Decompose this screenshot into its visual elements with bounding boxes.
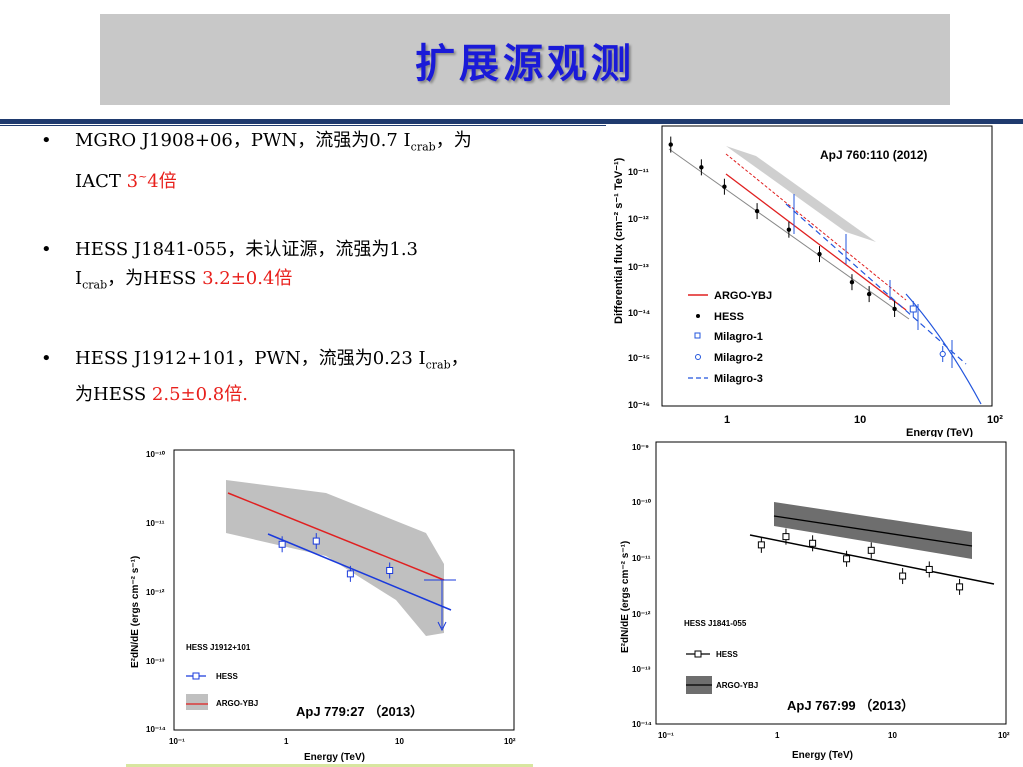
f1-ytick: 10⁻¹¹ bbox=[628, 167, 649, 177]
data-point-hess bbox=[757, 541, 765, 549]
f1-xtick: 10² bbox=[987, 414, 1003, 426]
f3-xtick: 10² bbox=[998, 731, 1010, 740]
f1-legend-argo: ARGO-YBJ bbox=[714, 290, 772, 302]
f3-ytick: 10⁻¹² bbox=[632, 610, 651, 619]
f2-citation: ApJ 779:27 （2013） bbox=[296, 704, 423, 719]
f3-citation: ApJ 767:99 （2013） bbox=[787, 698, 914, 713]
f2-legend-argo: ARGO-YBJ bbox=[216, 699, 258, 708]
bullet-dot: • bbox=[41, 348, 52, 369]
data-point-milagro-2 bbox=[939, 350, 946, 358]
f3-ytick: 10⁻¹⁰ bbox=[632, 498, 652, 507]
data-point-hess bbox=[754, 208, 760, 214]
bullet-1-line-1: MGRO J1908+06，PWN，流强为0.7 Icrab，为 bbox=[75, 130, 472, 154]
data-point-hess bbox=[925, 565, 933, 573]
data-point-hess bbox=[867, 546, 875, 554]
title-bar: 扩展源观测 bbox=[100, 14, 950, 105]
data-point-hess bbox=[843, 555, 851, 563]
f2-legend-hess: HESS bbox=[216, 672, 238, 681]
data-point-hess bbox=[956, 583, 964, 591]
figure-2-hess-j1912: 10⁻¹⁰ 10⁻¹¹ 10⁻¹² 10⁻¹³ 10⁻¹⁴ E²dN/dE (e… bbox=[126, 438, 533, 767]
f1-ytick: 10⁻¹² bbox=[628, 214, 649, 224]
data-point-hess bbox=[899, 572, 907, 580]
bullet-dot: • bbox=[41, 130, 52, 151]
data-point-milagro-1 bbox=[909, 305, 917, 313]
data-point-hess bbox=[278, 540, 286, 548]
title-divider-thin bbox=[0, 125, 1023, 126]
data-point-hess bbox=[817, 251, 822, 257]
bullet-1-line-2: IACT 3~4倍 bbox=[75, 169, 177, 192]
data-point-hess bbox=[668, 142, 673, 147]
f1-ylabel: Differential flux (cm⁻² s⁻¹ TeV⁻¹) bbox=[613, 157, 625, 324]
f3-xtick: 1 bbox=[775, 731, 780, 740]
f2-ytick: 10⁻¹² bbox=[146, 588, 165, 597]
f1-xlabel: Energy (TeV) bbox=[906, 427, 973, 437]
data-point-hess bbox=[892, 306, 897, 312]
f2-xtick: 1 bbox=[284, 737, 289, 746]
f1-ytick: 10⁻¹⁶ bbox=[628, 400, 650, 410]
f1-xtick: 1 bbox=[724, 414, 730, 426]
f1-ytick: 10⁻¹⁵ bbox=[628, 353, 650, 363]
bullet-3-line-1: HESS J1912+101，PWN，流强为0.23 Icrab， bbox=[75, 348, 469, 372]
f2-xtick: 10 bbox=[395, 737, 404, 746]
f2-xtick: 10⁻¹ bbox=[169, 737, 185, 746]
f2-xtick: 10² bbox=[504, 737, 516, 746]
f3-xtick: 10 bbox=[888, 731, 897, 740]
data-point-hess bbox=[346, 570, 354, 578]
f1-legend-milagro3: Milagro-3 bbox=[714, 373, 763, 385]
data-point-hess bbox=[782, 533, 790, 541]
f3-ytick: 10⁻¹³ bbox=[632, 665, 651, 674]
f2-ytick: 10⁻¹¹ bbox=[146, 519, 165, 528]
data-point-hess bbox=[312, 537, 320, 545]
f3-xlabel: Energy (TeV) bbox=[792, 750, 853, 761]
f1-legend-milagro1: Milagro-1 bbox=[714, 331, 763, 343]
f2-ytick: 10⁻¹⁴ bbox=[146, 725, 166, 734]
f3-ytick: 10⁻¹¹ bbox=[632, 554, 651, 563]
f2-source-label: HESS J1912+101 bbox=[186, 643, 251, 652]
data-point-hess bbox=[786, 227, 792, 232]
f3-ylabel: E²dN/dE (ergs cm⁻² s⁻¹) bbox=[620, 541, 631, 653]
f1-legend-hess: HESS bbox=[714, 311, 744, 323]
f1-ytick: 10⁻¹³ bbox=[628, 262, 649, 272]
figure-1-spectrum: 10⁻¹¹ 10⁻¹² 10⁻¹³ 10⁻¹⁴ 10⁻¹⁵ 10⁻¹⁶ Diff… bbox=[606, 124, 1023, 437]
f1-xtick: 10 bbox=[854, 414, 866, 426]
figure-3-hess-j1841: 10⁻⁹ 10⁻¹⁰ 10⁻¹¹ 10⁻¹² 10⁻¹³ 10⁻¹⁴ E²dN/… bbox=[612, 438, 1020, 767]
bullet-2-line-2: Icrab，为HESS 3.2±0.4倍 bbox=[75, 268, 293, 292]
f3-legend-argo: ARGO-YBJ bbox=[716, 681, 758, 690]
bullet-dot: • bbox=[41, 239, 52, 260]
slide-title: 扩展源观测 bbox=[415, 40, 635, 87]
f1-legend-milagro2: Milagro-2 bbox=[714, 352, 763, 364]
f1-citation: ApJ 760:110 (2012) bbox=[820, 148, 927, 162]
f3-legend-hess: HESS bbox=[716, 650, 738, 659]
data-point-hess bbox=[722, 184, 727, 189]
f2-xlabel: Energy (TeV) bbox=[304, 752, 365, 763]
f2-ytick: 10⁻¹³ bbox=[146, 657, 165, 666]
f3-ytick: 10⁻⁹ bbox=[632, 443, 649, 452]
data-point-hess bbox=[699, 165, 704, 170]
f2-ylabel: E²dN/dE (ergs cm⁻² s⁻¹) bbox=[130, 556, 141, 668]
f3-ytick: 10⁻¹⁴ bbox=[632, 720, 652, 729]
bullet-3-line-2: 为HESS 2.5±0.8倍. bbox=[75, 383, 248, 405]
bullet-2-line-1: HESS J1841-055，未认证源，流强为1.3 bbox=[75, 239, 418, 260]
f3-xtick: 10⁻¹ bbox=[658, 731, 674, 740]
f1-ytick: 10⁻¹⁴ bbox=[628, 308, 650, 318]
data-point-hess bbox=[809, 539, 817, 547]
data-point-hess bbox=[386, 566, 394, 574]
data-point-hess bbox=[866, 291, 872, 297]
f3-source-label: HESS J1841-055 bbox=[684, 619, 747, 628]
f2-ytick: 10⁻¹⁰ bbox=[146, 450, 166, 459]
data-point-hess bbox=[849, 279, 855, 285]
title-divider bbox=[0, 119, 1023, 124]
